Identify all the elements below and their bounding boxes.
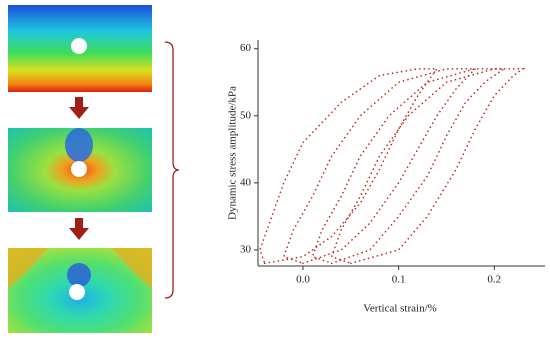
tunnel-hole [71, 38, 87, 54]
x-tick-label: 0.2 [487, 274, 501, 286]
x-tick-label: 0.0 [296, 274, 310, 286]
arrow [69, 218, 89, 240]
y-axis-label: Dynamic stress amplitude/kPa [227, 86, 239, 220]
y-tick-label: 30 [240, 243, 252, 255]
tunnel-hole [69, 284, 85, 300]
bracket [164, 41, 180, 299]
y-tick-label: 40 [240, 176, 252, 188]
hysteresis-loop [259, 68, 439, 265]
hysteresis-loop [282, 68, 478, 265]
simulation-panels [8, 5, 180, 333]
y-tick-label: 50 [240, 109, 252, 121]
arrow [69, 97, 89, 119]
hysteresis-loop [311, 68, 507, 265]
x-tick-label: 0.1 [392, 274, 406, 286]
y-tick-label: 60 [240, 42, 252, 54]
hysteresis-loop [330, 68, 526, 265]
blue-zone [67, 263, 91, 287]
corner-zone [8, 248, 152, 288]
x-axis-label: Vertical strain/% [363, 303, 437, 315]
blue-zone [65, 128, 93, 162]
tunnel-hole [71, 161, 87, 177]
